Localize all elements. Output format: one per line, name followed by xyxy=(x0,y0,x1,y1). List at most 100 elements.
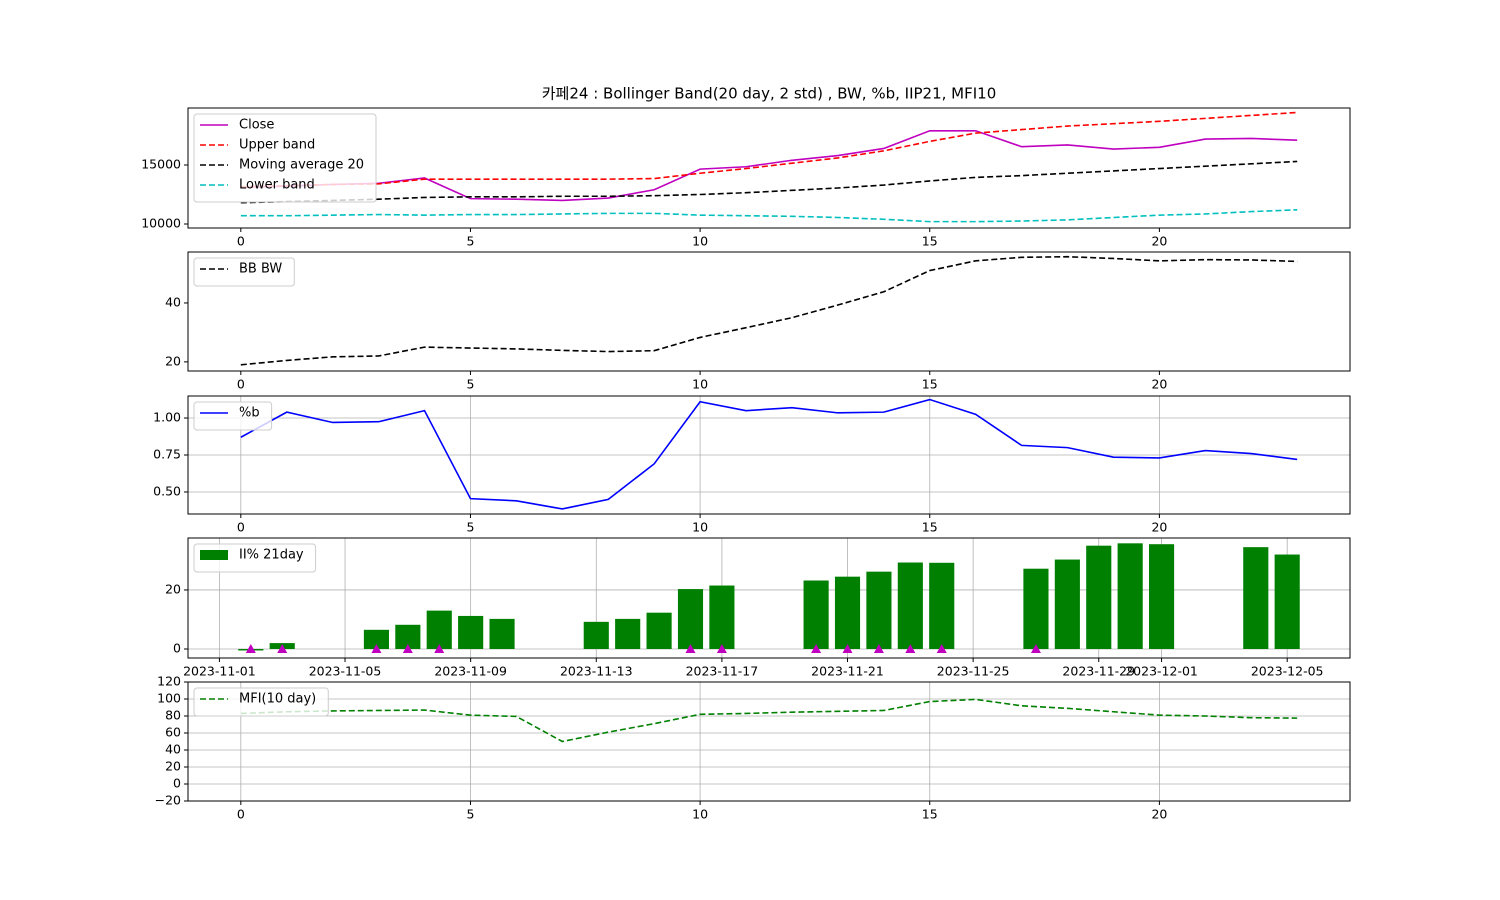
legend-label: Lower band xyxy=(239,178,315,193)
x-tick-label: 10 xyxy=(692,234,708,249)
x-tick-label: 2023-12-05 xyxy=(1251,664,1324,679)
x-tick-label: 0 xyxy=(237,234,245,249)
marker xyxy=(402,643,413,653)
line-series xyxy=(240,255,1298,366)
legend xyxy=(193,401,273,431)
bar xyxy=(615,618,641,649)
legend xyxy=(193,113,377,203)
y-tick-label: 10000 xyxy=(141,215,181,230)
bar xyxy=(1117,543,1143,649)
legend-label: Moving average 20 xyxy=(239,158,364,173)
legend-label: Close xyxy=(239,118,274,133)
marker xyxy=(277,643,288,653)
y-tick-label: 40 xyxy=(165,294,181,309)
y-tick-label: 80 xyxy=(165,708,181,723)
x-tick-label: 15 xyxy=(922,377,938,392)
bar xyxy=(1054,559,1080,649)
x-tick-label: 5 xyxy=(466,807,474,822)
legend-label: %b xyxy=(239,406,260,421)
marker xyxy=(1030,643,1041,653)
y-tick-label: 0.50 xyxy=(153,483,181,498)
x-tick-label: 15 xyxy=(922,234,938,249)
y-tick-label: 20 xyxy=(165,353,181,368)
axes-frame xyxy=(187,537,1351,659)
x-tick-label: 0 xyxy=(237,807,245,822)
x-tick-label: 10 xyxy=(692,377,708,392)
x-tick-label: 15 xyxy=(922,807,938,822)
bar xyxy=(363,629,389,649)
legend-label: II% 21day xyxy=(239,548,304,563)
x-tick-label: 20 xyxy=(1151,807,1167,822)
bar xyxy=(646,612,672,649)
x-tick-label: 2023-11-17 xyxy=(686,664,759,679)
x-tick-label: 2023-11-25 xyxy=(937,664,1010,679)
marker xyxy=(936,643,947,653)
bar xyxy=(677,589,704,649)
bar xyxy=(1243,547,1269,649)
x-tick-label: 10 xyxy=(692,807,708,822)
x-tick-label: 2023-11-05 xyxy=(309,664,382,679)
line-series xyxy=(240,111,1298,188)
bar xyxy=(929,562,955,649)
legend-label: BB BW xyxy=(239,262,282,277)
x-tick-label: 2023-11-13 xyxy=(560,664,633,679)
bar xyxy=(1023,568,1049,649)
x-tick-label: 0 xyxy=(237,377,245,392)
marker xyxy=(434,643,445,653)
bar xyxy=(803,580,829,649)
panel: 0 5 10 15 20 20 40 BB BW xyxy=(165,251,1351,392)
panel: 2023-11-01 2023-11-05 2023-11-09 2023-11-13… xyxy=(165,537,1351,679)
marker xyxy=(716,643,727,653)
axes-frame xyxy=(187,681,1351,802)
x-tick-label: 0 xyxy=(237,520,245,535)
marker xyxy=(873,643,884,653)
y-tick-label: 0 xyxy=(173,776,181,791)
axes-frame xyxy=(187,251,1351,372)
y-tick-label: 100 xyxy=(157,691,181,706)
y-tick-label: 0.75 xyxy=(153,447,181,462)
x-tick-label: 2023-12-01 xyxy=(1125,664,1198,679)
line-series xyxy=(240,398,1298,510)
y-tick-label: 0 xyxy=(173,640,181,655)
bar xyxy=(866,571,892,649)
y-tick-label: 15000 xyxy=(141,156,181,171)
bar xyxy=(709,585,735,649)
x-tick-label: 15 xyxy=(922,520,938,535)
y-tick-label: 20 xyxy=(165,759,181,774)
y-tick-label: 60 xyxy=(165,725,181,740)
bar xyxy=(583,621,609,649)
panel: 0 5 10 15 20 10000 15000 Close Upper band Moving … xyxy=(141,107,1351,249)
bar xyxy=(834,576,861,649)
x-tick-label: 2023-11-29 xyxy=(1062,664,1135,679)
x-tick-label: 2023-11-21 xyxy=(811,664,884,679)
line-series xyxy=(240,160,1298,204)
marker xyxy=(685,643,696,653)
marker xyxy=(245,643,256,653)
bar xyxy=(897,562,923,649)
panel: 0 5 10 15 20 −20 0 20 40 60 80 100 120 MFI(10 day) xyxy=(155,674,1351,822)
marker xyxy=(371,643,382,653)
x-tick-label: 5 xyxy=(466,377,474,392)
line-series xyxy=(240,698,1298,743)
legend xyxy=(193,257,295,287)
bar xyxy=(426,610,452,649)
legend-swatch xyxy=(200,550,228,560)
bar xyxy=(489,618,515,649)
line-series xyxy=(240,209,1298,223)
y-tick-label: 1.00 xyxy=(153,410,181,425)
marker xyxy=(905,643,916,653)
legend xyxy=(193,687,329,717)
line-series xyxy=(240,129,1298,202)
x-tick-label: 20 xyxy=(1151,520,1167,535)
x-tick-label: 5 xyxy=(466,520,474,535)
bar xyxy=(1086,545,1112,649)
x-tick-label: 10 xyxy=(692,520,708,535)
bar xyxy=(458,615,484,649)
x-tick-label: 5 xyxy=(466,234,474,249)
marker xyxy=(811,643,822,653)
x-tick-label: 20 xyxy=(1151,234,1167,249)
y-tick-label: 120 xyxy=(157,674,181,689)
x-tick-label: 2023-11-09 xyxy=(434,664,507,679)
chart-title: 카페24 : Bollinger Band(20 day, 2 std) , B… xyxy=(542,85,997,103)
